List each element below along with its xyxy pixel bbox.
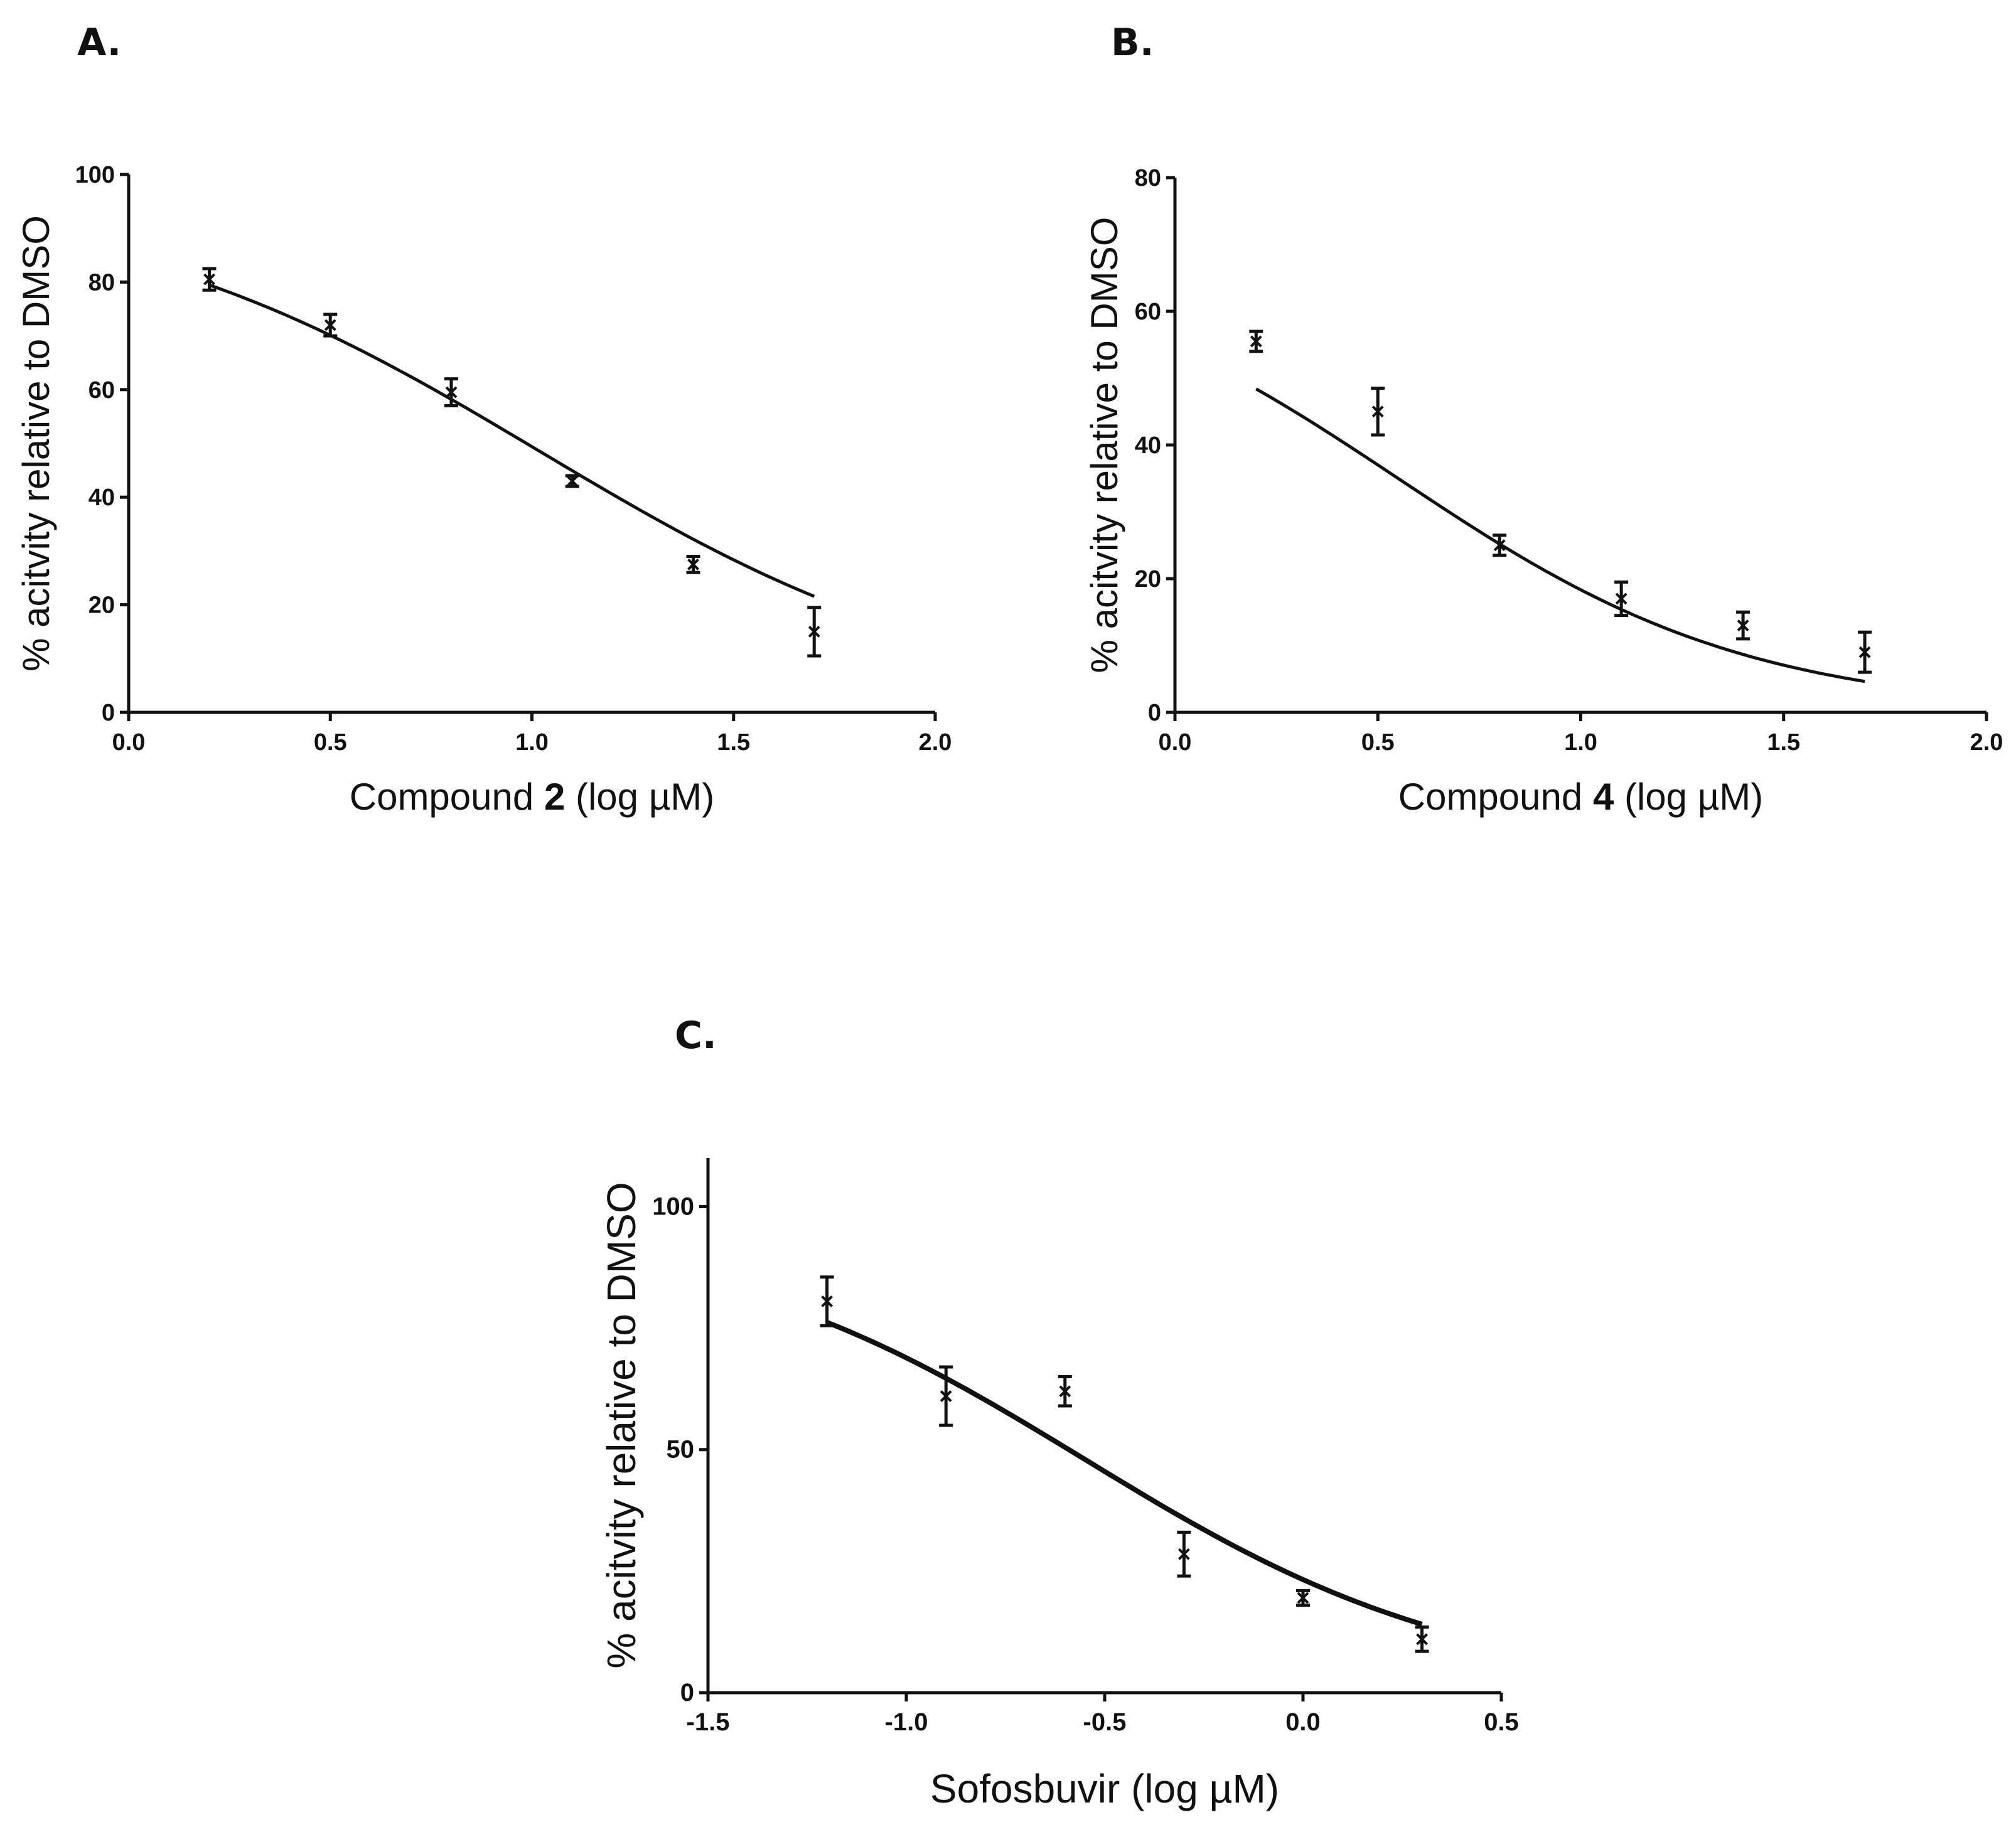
y-tick-label: 40 bbox=[88, 485, 115, 511]
x-axis-title: Compound 2 (log µM) bbox=[350, 776, 715, 818]
x-tick-label: 0.0 bbox=[1159, 729, 1192, 756]
y-tick-label: 0 bbox=[680, 1679, 694, 1706]
x-axis-title-prefix: Compound bbox=[1398, 776, 1593, 818]
x-axis-title: Compound 4 (log µM) bbox=[1398, 776, 1764, 818]
x-tick-label: -1.5 bbox=[687, 1708, 730, 1736]
panel-label: C. bbox=[675, 1014, 717, 1058]
fit-curve bbox=[826, 1320, 1423, 1627]
data-point-marker bbox=[1250, 335, 1262, 348]
y-tick-label: 100 bbox=[652, 1192, 694, 1220]
x-tick-label: 0.5 bbox=[314, 729, 347, 756]
y-axis-title: % acitvity relative to DMSO bbox=[599, 1182, 644, 1668]
y-tick-label: 0 bbox=[102, 700, 115, 726]
chart-panel-1: A. 0.0 0.5 1.0 1.5 2.0 0 20 40 60 80 100 Compound 2 … bbox=[15, 21, 952, 818]
x-tick-label: -0.5 bbox=[1083, 1708, 1127, 1736]
y-axis-title: % acitvity relative to DMSO bbox=[15, 215, 57, 672]
fit-curve bbox=[208, 283, 815, 598]
data-point-marker bbox=[445, 386, 458, 399]
x-axis-title-unit: (log µM) bbox=[565, 776, 714, 818]
x-tick-label: 2.0 bbox=[1970, 729, 2003, 756]
y-tick-label: 80 bbox=[1135, 165, 1161, 191]
data-point-marker bbox=[940, 1390, 952, 1402]
x-tick-label: 1.0 bbox=[515, 729, 549, 756]
x-tick-label: 2.0 bbox=[919, 729, 952, 756]
data-point-marker bbox=[808, 626, 820, 638]
data-point-marker bbox=[1177, 1548, 1190, 1560]
x-tick-label: 0.5 bbox=[1361, 729, 1395, 756]
x-axis-title-prefix: Sofosbuvir bbox=[930, 1766, 1120, 1811]
y-axis-title: % acitvity relative to DMSO bbox=[1083, 217, 1125, 673]
panel-label: B. bbox=[1111, 21, 1154, 65]
y-tick-label: 50 bbox=[667, 1436, 695, 1464]
data-point-marker bbox=[1615, 592, 1627, 605]
data-point-marker bbox=[1858, 646, 1871, 658]
y-tick-label: 60 bbox=[1135, 299, 1161, 325]
y-tick-label: 20 bbox=[1135, 566, 1161, 592]
data-point-marker bbox=[566, 475, 579, 487]
fit-curve bbox=[1255, 387, 1865, 683]
data-point-marker bbox=[1493, 539, 1506, 552]
x-axis-title-unit: (log µM) bbox=[1120, 1766, 1279, 1811]
x-axis-title-compound-number: 4 bbox=[1593, 776, 1614, 818]
x-axis-title-prefix: Compound bbox=[350, 776, 544, 818]
x-axis-title: Sofosbuvir (log µM) bbox=[930, 1766, 1279, 1811]
x-axis-title-compound-number: 2 bbox=[544, 776, 565, 818]
x-tick-label: 0.5 bbox=[1484, 1708, 1519, 1736]
y-tick-label: 80 bbox=[88, 269, 115, 296]
data-point-marker bbox=[1059, 1385, 1071, 1398]
data-point-marker bbox=[1371, 405, 1384, 418]
y-tick-label: 100 bbox=[75, 162, 115, 188]
data-point-marker bbox=[203, 273, 215, 286]
data-point-marker bbox=[687, 558, 699, 571]
x-tick-label: 1.0 bbox=[1564, 729, 1597, 756]
x-tick-label: 0.0 bbox=[1285, 1708, 1321, 1736]
y-tick-label: 40 bbox=[1135, 432, 1161, 459]
data-point-marker bbox=[1416, 1633, 1429, 1646]
panel-label: A. bbox=[77, 21, 121, 65]
chart-panel-2: B. 0.0 0.5 1.0 1.5 2.0 0 20 40 60 80 Compound 4 (lo… bbox=[1083, 21, 2003, 818]
data-point-marker bbox=[1297, 1592, 1309, 1604]
chart-panel-3: C. -1.5 -1.0 -0.5 0.0 0.5 0 50 100 Sofosbuvir (lo… bbox=[599, 1014, 1519, 1811]
data-point-marker bbox=[821, 1295, 834, 1307]
data-point-marker bbox=[324, 319, 336, 331]
x-tick-label: 1.5 bbox=[717, 729, 750, 756]
x-tick-label: 1.5 bbox=[1767, 729, 1800, 756]
x-axis-title-unit: (log µM) bbox=[1614, 776, 1763, 818]
x-tick-label: 0.0 bbox=[112, 729, 146, 756]
data-point-marker bbox=[1737, 619, 1749, 631]
y-tick-label: 20 bbox=[88, 592, 115, 619]
x-tick-label: -1.0 bbox=[885, 1708, 928, 1736]
y-tick-label: 0 bbox=[1148, 700, 1161, 726]
y-tick-label: 60 bbox=[88, 377, 115, 404]
